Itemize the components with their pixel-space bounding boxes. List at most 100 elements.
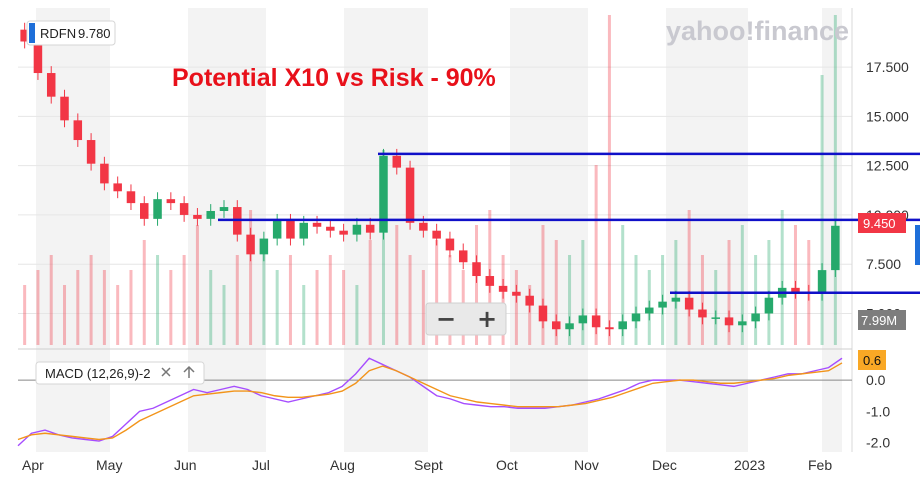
candle [219,200,229,218]
candle [153,192,162,226]
volume-bar [475,225,479,345]
candle [512,284,521,303]
candle [312,215,322,234]
scroll-indicator[interactable] [915,225,920,265]
volume-bar [754,255,758,345]
x-tick-label: Apr [22,457,44,473]
macd-line [17,357,843,447]
close-icon[interactable] [161,367,171,377]
candle [472,255,481,283]
volume-bar [621,225,625,345]
candle [738,314,747,333]
macd-label-box: MACD (12,26,9)-2 [35,361,205,385]
candle [552,314,561,337]
candle [20,22,29,49]
volume-bar [714,270,718,345]
x-axis: Apr May Jun Jul Aug Sept Oct Nov Dec 2023 Feb [22,457,832,473]
zoom-controls: − + [425,302,507,336]
candle [698,302,707,325]
macd-label: MACD (12,26,9)-2 [45,366,150,381]
candle [831,218,840,278]
x-tick-label: Aug [330,457,355,473]
candle [432,223,441,246]
volume-bar [156,255,160,345]
macd-tick-label: -2.0 [866,435,890,451]
candle [339,223,348,242]
candle [126,184,136,211]
arrow-up-icon[interactable] [183,365,195,378]
x-tick-label: Jul [252,457,270,473]
volume-bar [700,255,704,345]
candle [100,156,109,191]
horizontal-levels [218,152,920,295]
candle [711,310,720,325]
volume-bar [302,285,306,345]
candle [525,288,534,313]
x-tick-label: Oct [496,457,518,473]
macd-badge: 0.6 [858,350,886,370]
volume-bar [76,270,80,345]
month-bands [36,8,842,452]
volume-bar [395,225,399,345]
candle [113,176,122,199]
candle [605,320,614,337]
volume-bar [328,255,332,345]
plus-icon: + [477,305,497,333]
macd-badge-text: 0.6 [863,353,881,368]
candle [538,298,548,329]
volume-bar [381,150,385,345]
candle [591,308,601,335]
volume-bar [142,240,146,345]
candle [458,243,468,270]
ticker-symbol: RDFN [40,26,76,41]
candle [764,290,774,321]
volume-bar [581,240,585,345]
y-tick-label: 12.500 [866,158,909,174]
candle [60,89,69,128]
volume-bar [421,270,425,345]
candle [352,217,362,242]
volume-bar [408,255,412,345]
candle [817,263,827,301]
candle [86,133,96,171]
macd-tick-label: 0.0 [866,372,886,388]
ticker-value: 9.780 [78,26,111,41]
volume-bar [49,255,53,345]
x-tick-label: Feb [808,457,832,473]
candle [578,308,588,331]
candle [259,231,269,262]
volume-bar [435,240,439,345]
candle [498,278,508,299]
zoom-out-button[interactable]: − [428,305,464,333]
zoom-in-button[interactable]: + [468,305,504,333]
x-tick-label: Sept [414,457,443,473]
ticker-color-chip [29,23,35,43]
candle [326,219,335,238]
volume-bar [288,255,292,345]
brand-logo: yahoo!finance [666,16,849,46]
candle [73,113,83,147]
candle [246,227,255,262]
candle [445,231,455,258]
volume-bar [36,270,40,345]
candle [485,269,495,293]
volume-bar [528,285,532,345]
macd-y-axis: 0.0 -1.0 -2.0 [866,372,890,451]
volume-bar [116,285,120,345]
volume-bar [833,15,837,345]
candle [724,310,734,333]
signal-line [17,362,843,441]
y-tick-label: 17.500 [866,59,909,75]
volume-bar [89,255,93,345]
price-badge-text: 9.450 [863,216,896,231]
volume-bar [554,240,558,345]
candle [645,300,654,321]
volume-bar [182,255,186,345]
y-tick-label: 7.500 [866,256,901,272]
volume-bar [222,285,226,345]
candle [206,204,215,226]
candle [166,192,176,211]
candle [405,160,415,230]
y-tick-label: 15.000 [866,108,909,124]
